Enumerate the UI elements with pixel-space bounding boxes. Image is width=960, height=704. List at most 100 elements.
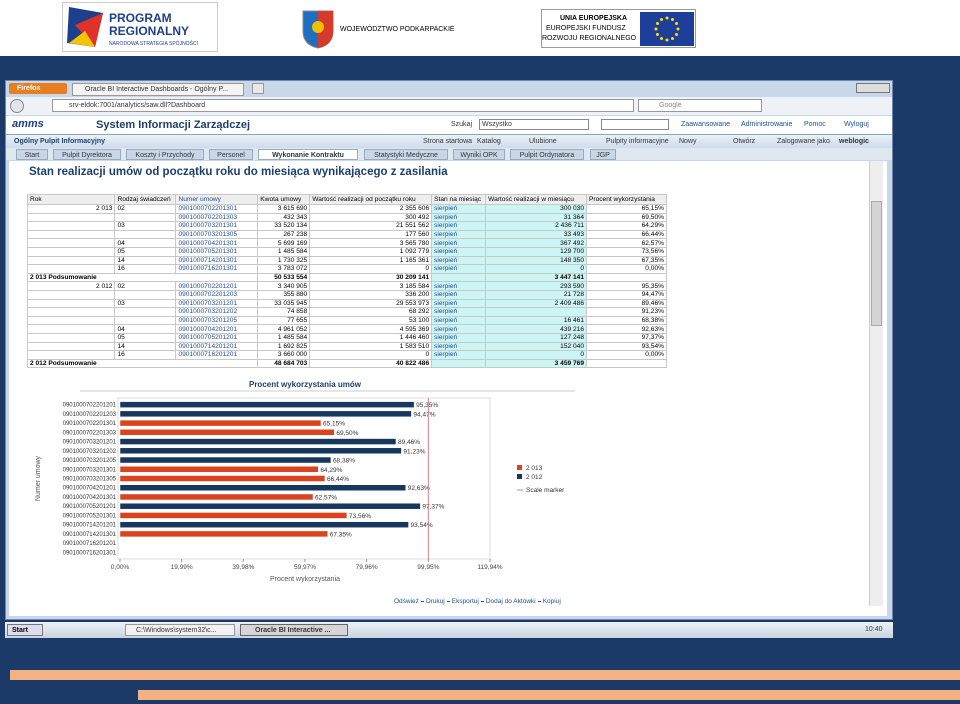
legend-swatch [517,465,522,470]
table-cell: 68,38% [586,315,667,326]
header-link[interactable]: Wyloguj [844,121,869,128]
table-cell [431,272,487,283]
table-cell: 33 520 134 [257,221,311,231]
footer-link[interactable]: Kopiuj [542,598,561,605]
table-cell: 73,56% [586,246,667,257]
menu-item[interactable]: Strona startowa [423,138,473,145]
menu-item[interactable]: Nowy [679,138,697,145]
table-cell [26,264,116,274]
program-subtitle: NARODOWA STRATEGIA SPÓJNOŚCI [109,41,198,47]
dashboard-tab[interactable]: Wyniki OPK [453,149,505,160]
menu-item[interactable]: Ulubione [529,138,557,145]
table-cell: 0901000716201301 [175,264,259,274]
table-cell: 3 340 905 [257,281,311,291]
table-cell [26,212,116,223]
table-cell: sierpień [431,238,487,248]
menu-item[interactable]: Pulpity informacyjne [606,138,669,145]
scroll-thumb[interactable] [871,201,882,326]
menu-item[interactable]: Otwórz [733,138,756,145]
header-link[interactable]: Pomoc [804,121,826,128]
table-cell [114,229,177,240]
bar [119,521,409,528]
start-button[interactable]: Start [7,624,43,636]
browser-tab[interactable]: Oracle BI Interactive Dashboards - Ogóln… [72,83,244,96]
decor-bar [138,690,960,700]
table-cell: 2 013 [26,204,116,214]
x-tick-label: 0,00% [111,564,130,571]
footer-links: Odśwież Drukuj Eksportuj Dodaj do Aktówki Ko… [394,598,561,605]
user-name[interactable]: weblogic [839,138,869,145]
legend-swatch [517,474,522,479]
firefox-menu[interactable]: Firefox [9,83,67,94]
footer-link[interactable]: Odśwież [394,598,419,605]
new-tab[interactable] [252,83,264,94]
footer-link[interactable]: Drukuj [425,598,445,605]
dashboard-tab[interactable]: Statystyki Medyczne [364,149,448,160]
table-cell: 0,00% [586,350,667,360]
table-cell: 3 447 141 [485,272,587,283]
task-item[interactable]: Oracle BI Interactive ... [240,624,348,636]
dashboard-tab[interactable]: Wykonanie Kontraktu [258,149,358,160]
dashboard-tab[interactable]: Pulpit Ordynatora [510,149,584,160]
table-cell: 04 [114,238,177,248]
header-link[interactable]: Administrowanie [741,121,793,128]
footer-link[interactable]: Dodaj do Aktówki [485,598,536,605]
table-cell: 0 [309,350,433,360]
window-controls[interactable] [856,83,890,93]
table-cell: 0 [485,350,587,360]
table-cell [114,289,177,300]
table-cell: 148 350 [485,255,587,266]
y-tick-label: 0901000704201201 [63,486,117,492]
table-cell: 40 822 486 [309,358,433,369]
scrollbar[interactable] [869,161,883,606]
table-cell: 3 783 072 [257,264,311,274]
dashboard-tab[interactable]: Start [16,149,48,160]
dashboard-tab[interactable]: Koszty i Przychody [126,149,204,160]
y-axis-label: Numer umowy [35,455,42,501]
table-cell: 16 [114,350,177,360]
dashboard-tab[interactable]: Personel [209,149,253,160]
search-input[interactable] [601,119,669,130]
table-cell: sierpień [431,307,487,317]
value-label: 93,54% [411,522,433,529]
search-box[interactable]: Google [638,99,762,112]
table-cell: 16 461 [485,315,587,326]
header-row: Rok Rodzaj świadczeń Numer umowy Kwota umow… [26,194,667,205]
table-row: 2 013 02 0901000702201301 3 615 690 2 355 60… [26,204,667,214]
bar [119,419,322,427]
dashboard-tab[interactable]: JGP [590,149,616,160]
star [660,17,663,21]
table-cell: 152 040 [485,341,587,352]
table-cell: 0901000703201202 [175,307,259,317]
plot-frame [117,397,491,560]
url-bar[interactable]: srv-eldok:7001/analytics/saw.dll?Dashboa… [52,99,634,112]
menu-item[interactable]: Katalog [477,138,501,145]
logged-label: Zalogowane jako [777,138,830,145]
footer-link[interactable]: Eksportuj [451,598,479,605]
header-link[interactable]: Zaawansowane [681,121,731,128]
table-cell [26,315,116,326]
y-tick-label: 0901000702201301 [63,421,117,427]
table-cell: 2 355 606 [309,204,433,214]
menu-row: Ogólny Pulpit Informacyjny Strona starto… [6,135,892,148]
task-item[interactable]: C:\Windows\system32\c... [125,624,235,636]
table-cell [431,358,487,369]
table-cell: 0901000702201203 [175,289,259,300]
table-cell: 66,44% [586,229,667,240]
table-cell: 4 961 052 [257,324,311,334]
search-scope[interactable]: Wszystko [479,119,589,130]
separator [480,600,484,602]
bar [119,502,421,510]
table-cell: sierpień [431,212,487,223]
nav-bar: srv-eldok:7001/analytics/saw.dll?Dashboa… [6,97,892,115]
value-label: 69,50% [336,430,358,437]
back-button[interactable] [10,99,24,113]
table-row: 0901000702201203 355 880 336 200 sierpień 21… [26,289,667,300]
table-cell: sierpień [431,281,487,291]
logo-band: PROGRAM REGIONALNY NARODOWA STRATEGIA SP… [0,0,960,56]
table-cell: 04 [114,324,177,334]
table-cell: 2 012 Podsumowanie [26,358,259,369]
dashboard-tab[interactable]: Pulpit Dyrektora [53,149,121,160]
table-cell: 0901000714201201 [175,341,259,352]
decor-bar [10,670,960,680]
